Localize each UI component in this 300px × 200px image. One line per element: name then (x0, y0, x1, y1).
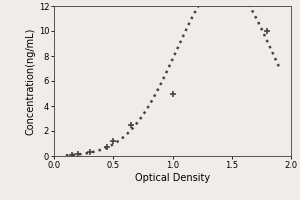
X-axis label: Optical Density: Optical Density (135, 173, 210, 183)
Y-axis label: Concentration(ng/mL): Concentration(ng/mL) (26, 27, 36, 135)
